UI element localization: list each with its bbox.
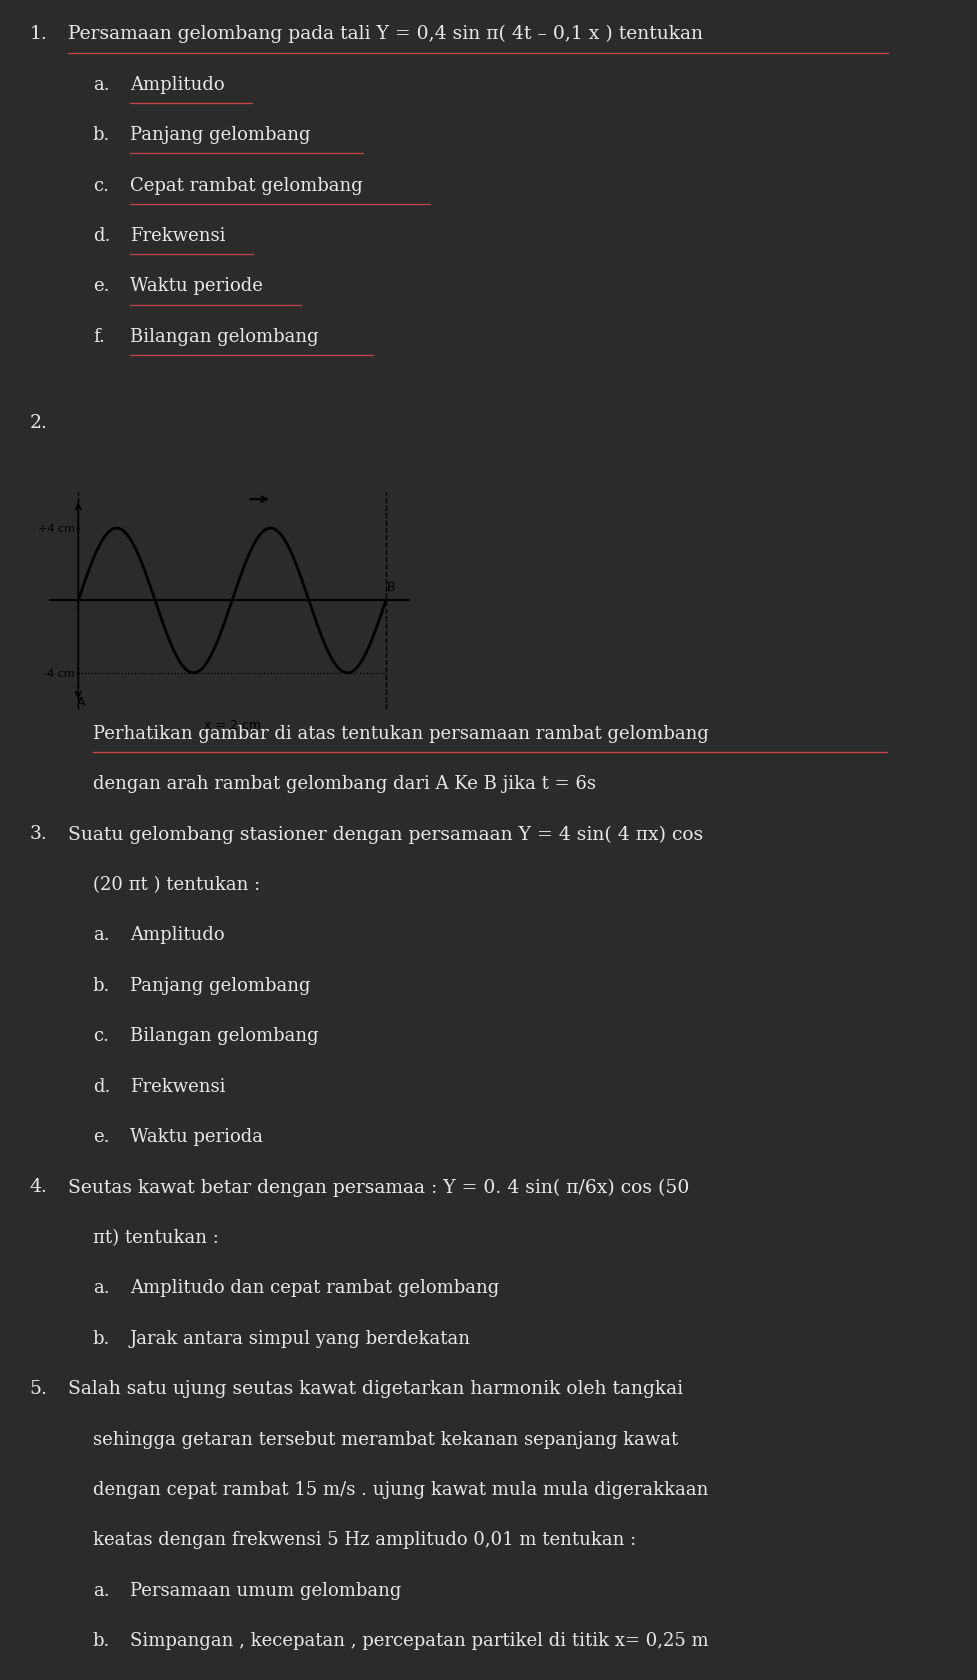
Text: Panjang gelombang: Panjang gelombang — [130, 976, 311, 995]
Text: Cepat rambat gelombang: Cepat rambat gelombang — [130, 176, 362, 195]
Text: e.: e. — [93, 277, 109, 296]
Text: πt) tentukan :: πt) tentukan : — [93, 1228, 219, 1247]
Text: dengan cepat rambat 15 m/s . ujung kawat mula mula digerakkaan: dengan cepat rambat 15 m/s . ujung kawat… — [93, 1480, 708, 1499]
Text: 4.: 4. — [29, 1178, 47, 1196]
Text: 2.: 2. — [29, 413, 47, 432]
Text: Suatu gelombang stasioner dengan persamaan Y = 4 sin( 4 πx) cos: Suatu gelombang stasioner dengan persama… — [68, 825, 703, 843]
Text: (20 πt ) tentukan :: (20 πt ) tentukan : — [93, 875, 260, 894]
Text: Waktu perioda: Waktu perioda — [130, 1127, 263, 1146]
Text: Bilangan gelombang: Bilangan gelombang — [130, 328, 319, 346]
Text: Jarak antara simpul yang berdekatan: Jarak antara simpul yang berdekatan — [130, 1329, 471, 1347]
Text: dengan arah rambat gelombang dari A Ke B jika t = 6s: dengan arah rambat gelombang dari A Ke B… — [93, 774, 596, 793]
Text: b.: b. — [93, 126, 110, 144]
Text: d.: d. — [93, 227, 110, 245]
Text: keatas dengan frekwensi 5 Hz amplitudo 0,01 m tentukan :: keatas dengan frekwensi 5 Hz amplitudo 0… — [93, 1530, 636, 1549]
Text: Amplitudo: Amplitudo — [130, 76, 225, 94]
Text: Perhatikan gambar di atas tentukan persamaan rambat gelombang: Perhatikan gambar di atas tentukan persa… — [93, 724, 708, 743]
Text: c.: c. — [93, 176, 108, 195]
Text: 3.: 3. — [29, 825, 47, 843]
Text: b.: b. — [93, 1631, 110, 1650]
Text: sehingga getaran tersebut merambat kekanan sepanjang kawat: sehingga getaran tersebut merambat kekan… — [93, 1430, 678, 1448]
Text: Waktu periode: Waktu periode — [130, 277, 263, 296]
Text: Seutas kawat betar dengan persamaa : Y = 0. 4 sin( π/6x) cos (50: Seutas kawat betar dengan persamaa : Y =… — [68, 1178, 690, 1196]
Text: c.: c. — [93, 1026, 108, 1045]
Text: Bilangan gelombang: Bilangan gelombang — [130, 1026, 319, 1045]
Text: a.: a. — [93, 926, 109, 944]
Text: Panjang gelombang: Panjang gelombang — [130, 126, 311, 144]
Text: Salah satu ujung seutas kawat digetarkan harmonik oleh tangkai: Salah satu ujung seutas kawat digetarkan… — [68, 1379, 684, 1398]
Text: Persamaan gelombang pada tali Y = 0,4 sin π( 4t – 0,1 x ) tentukan: Persamaan gelombang pada tali Y = 0,4 si… — [68, 25, 703, 44]
Text: b.: b. — [93, 976, 110, 995]
Text: Simpangan , kecepatan , percepatan partikel di titik x= 0,25 m: Simpangan , kecepatan , percepatan parti… — [130, 1631, 708, 1650]
Text: a.: a. — [93, 76, 109, 94]
Text: Frekwensi: Frekwensi — [130, 227, 226, 245]
Text: f.: f. — [93, 328, 105, 346]
Text: 1.: 1. — [29, 25, 47, 44]
Text: Amplitudo: Amplitudo — [130, 926, 225, 944]
Text: Persamaan umum gelombang: Persamaan umum gelombang — [130, 1581, 402, 1599]
Text: a.: a. — [93, 1278, 109, 1297]
Text: a.: a. — [93, 1581, 109, 1599]
Text: 5.: 5. — [29, 1379, 47, 1398]
Text: Frekwensi: Frekwensi — [130, 1077, 226, 1095]
Text: e.: e. — [93, 1127, 109, 1146]
Text: Amplitudo dan cepat rambat gelombang: Amplitudo dan cepat rambat gelombang — [130, 1278, 499, 1297]
Text: d.: d. — [93, 1077, 110, 1095]
Text: b.: b. — [93, 1329, 110, 1347]
